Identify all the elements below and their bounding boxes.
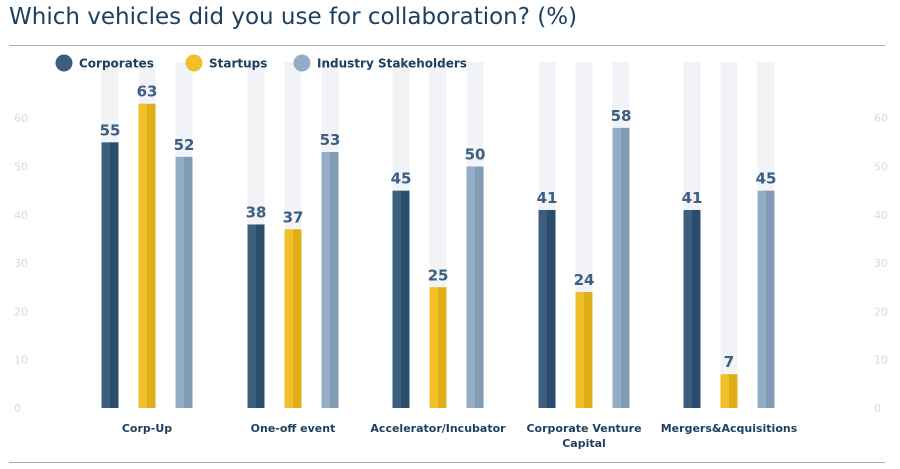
bar-shade-3-1	[584, 292, 593, 408]
bar-shade-4-0	[692, 209, 701, 408]
bar-shade-2-0	[401, 190, 410, 408]
legend-label-2: Industry Stakeholders	[317, 57, 467, 71]
legend-marker-1	[185, 54, 203, 72]
bar-shade-1-1	[293, 229, 302, 408]
legend-label-1: Startups	[209, 57, 267, 71]
value-label-4-2: 45	[756, 170, 777, 188]
y-tick-left-10: 10	[14, 354, 28, 367]
bar-4-2	[757, 190, 766, 408]
value-label-0-2: 52	[174, 136, 195, 154]
bar-shade-0-0	[110, 142, 119, 408]
bar-2-0	[392, 190, 401, 408]
bar-shade-2-1	[438, 287, 447, 408]
y-tick-left-0: 0	[14, 402, 21, 415]
bar-shade-0-2	[184, 156, 193, 408]
y-tick-left-60: 60	[14, 112, 28, 125]
category-labels: Corp-Up One-off event Accelerator/Incubato…	[122, 422, 798, 450]
category-label-4: Mergers&Acquisitions	[661, 422, 798, 435]
legend-marker-2	[293, 54, 311, 72]
legend-marker-0	[55, 54, 73, 72]
bars	[101, 103, 775, 409]
bar-2-1	[429, 287, 438, 408]
bar-shade-1-0	[256, 224, 265, 408]
y-tick-left-40: 40	[14, 209, 28, 222]
bar-shade-1-2	[330, 152, 339, 408]
value-label-3-2: 58	[611, 107, 632, 125]
y-tick-left-50: 50	[14, 161, 28, 174]
bar-shade-4-1	[729, 374, 738, 408]
category-label-3: Corporate Venture	[526, 422, 641, 435]
y-tick-right-0: 0	[874, 402, 881, 415]
value-label-3-0: 41	[537, 189, 558, 207]
y-axis-left: 0 10 20 30 40 50 60	[14, 112, 28, 415]
value-labels: 55 38 45 41 41 63 37 25 24 7 52 53 50 58 45	[100, 83, 777, 371]
bar-1-2	[321, 152, 330, 408]
bar-shade-2-2	[475, 166, 484, 408]
bar-2-2	[466, 166, 475, 408]
legend: Corporates Startups Industry Stakeholders	[55, 54, 467, 72]
y-tick-right-10: 10	[874, 354, 888, 367]
category-label-2: Accelerator/Incubator	[370, 422, 506, 435]
y-tick-left-30: 30	[14, 257, 28, 270]
bar-1-1	[284, 229, 293, 408]
y-tick-right-40: 40	[874, 209, 888, 222]
bar-shade-3-2	[621, 127, 630, 409]
bar-shade-0-1	[147, 103, 156, 409]
value-label-2-1: 25	[428, 266, 449, 284]
bar-3-1	[575, 292, 584, 408]
value-label-3-1: 24	[574, 271, 595, 289]
title-divider	[9, 45, 885, 46]
legend-label-0: Corporates	[79, 57, 154, 71]
value-label-1-2: 53	[320, 131, 341, 149]
value-label-4-0: 41	[682, 189, 703, 207]
value-label-1-0: 38	[246, 203, 267, 221]
y-tick-right-30: 30	[874, 257, 888, 270]
bar-0-2	[175, 156, 184, 408]
y-tick-right-60: 60	[874, 112, 888, 125]
category-label-1: One-off event	[251, 422, 336, 435]
y-tick-left-20: 20	[14, 305, 28, 318]
bar-3-2	[612, 127, 621, 409]
value-label-2-0: 45	[391, 170, 412, 188]
value-label-1-1: 37	[283, 208, 304, 226]
chart-title: Which vehicles did you use for collabora…	[9, 4, 578, 30]
y-axis-right: 0 10 20 30 40 50 60	[874, 112, 888, 415]
category-label-0: Corp-Up	[122, 422, 172, 435]
value-label-2-2: 50	[465, 146, 486, 164]
background-track-4-1	[720, 62, 738, 408]
y-tick-right-20: 20	[874, 305, 888, 318]
value-label-4-1: 7	[724, 353, 734, 371]
value-label-0-1: 63	[137, 83, 158, 101]
bar-shade-4-2	[766, 190, 775, 408]
category-label-3-line-1: Capital	[562, 437, 606, 450]
bar-0-1	[138, 103, 147, 409]
bar-shade-3-0	[547, 209, 556, 408]
bar-4-1	[720, 374, 729, 408]
bar-0-0	[101, 142, 110, 408]
y-tick-right-50: 50	[874, 161, 888, 174]
bar-3-0	[538, 209, 547, 408]
value-label-0-0: 55	[100, 121, 121, 139]
bottom-divider	[9, 462, 885, 463]
bar-1-0	[247, 224, 256, 408]
bar-4-0	[683, 209, 692, 408]
